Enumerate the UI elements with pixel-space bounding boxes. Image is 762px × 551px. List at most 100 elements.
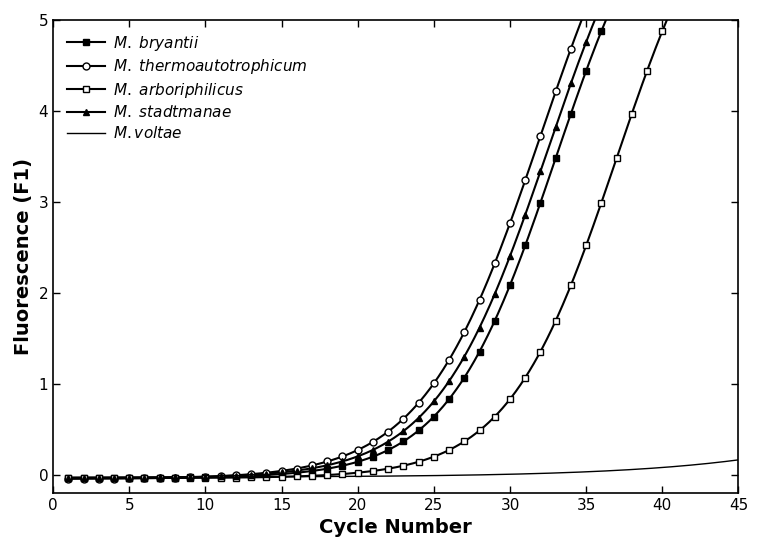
M. thermoautotrophicum <box>520 177 530 183</box>
M. bryantii <box>171 474 180 481</box>
M. thermoautotrophicum <box>110 476 119 482</box>
M. bryantii <box>261 472 271 478</box>
M. stadtmanae <box>490 290 499 297</box>
M. arboriphilicus <box>338 471 347 477</box>
M. arboriphilicus <box>429 453 438 460</box>
M. bryantii <box>186 474 195 480</box>
M. thermoautotrophicum <box>368 439 377 445</box>
Line: M.voltae: M.voltae <box>69 460 738 477</box>
M. arboriphilicus <box>171 474 180 481</box>
M. bryantii <box>338 462 347 469</box>
M. bryantii <box>520 242 530 249</box>
M.voltae <box>734 457 743 463</box>
M. arboriphilicus <box>505 396 514 402</box>
M. thermoautotrophicum <box>231 472 240 479</box>
M. arboriphilicus <box>368 468 377 474</box>
M. arboriphilicus <box>216 474 226 481</box>
M. stadtmanae <box>292 467 301 474</box>
M.voltae <box>64 474 73 480</box>
M. bryantii <box>581 67 591 74</box>
M. thermoautotrophicum <box>414 399 423 406</box>
M. stadtmanae <box>94 474 104 481</box>
M. bryantii <box>155 474 165 481</box>
M. thermoautotrophicum <box>536 132 545 139</box>
M. thermoautotrophicum <box>94 476 104 482</box>
M. thermoautotrophicum <box>353 447 362 453</box>
M. bryantii <box>368 453 377 460</box>
M. stadtmanae <box>475 324 484 331</box>
M. arboriphilicus <box>475 427 484 434</box>
M. bryantii <box>94 475 104 482</box>
M. arboriphilicus <box>658 28 667 34</box>
M. arboriphilicus <box>79 475 88 482</box>
M. thermoautotrophicum <box>171 474 180 481</box>
M. stadtmanae <box>140 474 149 481</box>
M. arboriphilicus <box>444 447 453 453</box>
M. arboriphilicus <box>125 475 134 482</box>
M. stadtmanae <box>520 212 530 218</box>
M. thermoautotrophicum <box>322 458 331 465</box>
M.voltae <box>568 469 578 476</box>
M. bryantii <box>79 475 88 482</box>
M. arboriphilicus <box>612 155 621 161</box>
M. arboriphilicus <box>490 413 499 420</box>
M. bryantii <box>307 468 316 474</box>
M. bryantii <box>246 472 255 479</box>
M. bryantii <box>383 447 392 453</box>
Line: M. thermoautotrophicum: M. thermoautotrophicum <box>65 0 742 482</box>
M. thermoautotrophicum <box>186 474 195 480</box>
M. arboriphilicus <box>110 475 119 482</box>
M. thermoautotrophicum <box>459 329 469 336</box>
M.voltae <box>236 473 245 480</box>
M. bryantii <box>429 413 438 420</box>
M. stadtmanae <box>322 462 331 468</box>
M. bryantii <box>490 317 499 324</box>
M. thermoautotrophicum <box>475 296 484 303</box>
M. thermoautotrophicum <box>490 260 499 267</box>
Legend: $\it{M.\ bryantii}$, $\it{M.\ thermoautotrophicum}$, $\it{M.\ arboriphilicus}$, : $\it{M.\ bryantii}$, $\it{M.\ thermoauto… <box>61 28 313 147</box>
M. stadtmanae <box>64 475 73 482</box>
M. thermoautotrophicum <box>261 469 271 476</box>
M. stadtmanae <box>216 473 226 479</box>
M. thermoautotrophicum <box>338 453 347 460</box>
M.voltae <box>182 474 191 480</box>
M. stadtmanae <box>383 439 392 445</box>
M. arboriphilicus <box>353 469 362 476</box>
M. bryantii <box>125 474 134 481</box>
M. stadtmanae <box>231 472 240 479</box>
M. stadtmanae <box>186 474 195 480</box>
M. stadtmanae <box>566 80 575 87</box>
Line: M. bryantii: M. bryantii <box>65 0 742 482</box>
M. stadtmanae <box>338 458 347 464</box>
M. stadtmanae <box>459 353 469 360</box>
M. thermoautotrophicum <box>444 356 453 363</box>
M. bryantii <box>140 474 149 481</box>
M. bryantii <box>277 471 286 477</box>
M. stadtmanae <box>551 123 560 130</box>
M. arboriphilicus <box>94 475 104 482</box>
M. arboriphilicus <box>201 474 210 481</box>
Line: M. arboriphilicus: M. arboriphilicus <box>65 0 742 482</box>
M. bryantii <box>353 458 362 465</box>
M. arboriphilicus <box>551 317 560 324</box>
M. bryantii <box>64 475 73 482</box>
M. bryantii <box>231 473 240 480</box>
M. arboriphilicus <box>186 474 195 481</box>
M.voltae <box>459 472 468 478</box>
Y-axis label: Fluorescence (F1): Fluorescence (F1) <box>14 158 33 355</box>
M. stadtmanae <box>429 398 438 404</box>
M. arboriphilicus <box>566 282 575 288</box>
M. arboriphilicus <box>414 458 423 465</box>
M. bryantii <box>399 438 408 445</box>
M. arboriphilicus <box>140 475 149 482</box>
M. thermoautotrophicum <box>277 468 286 474</box>
M.voltae <box>511 471 520 477</box>
M. bryantii <box>444 396 453 402</box>
M. thermoautotrophicum <box>429 380 438 387</box>
M. stadtmanae <box>505 253 514 260</box>
M. arboriphilicus <box>155 475 165 482</box>
M. bryantii <box>201 474 210 480</box>
M. arboriphilicus <box>597 199 606 206</box>
M. bryantii <box>292 469 301 476</box>
M. bryantii <box>536 199 545 206</box>
